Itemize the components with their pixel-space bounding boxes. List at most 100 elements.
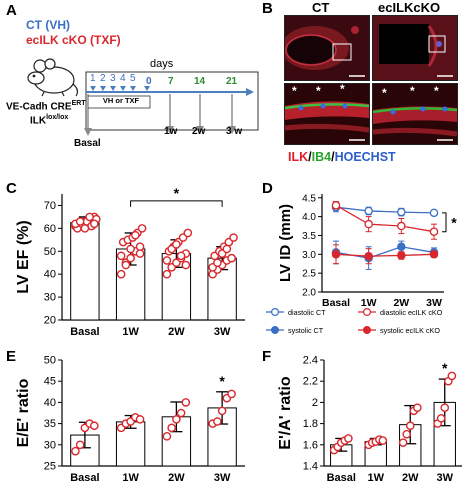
data-point: [126, 244, 135, 254]
x-tick-label-3W: 3W: [214, 326, 231, 338]
panel-letter-d: D: [262, 180, 273, 197]
chart-c-lv-ef: 20 30 40 50 60 70 LV EF (%) Basal 1W 2W 3W *: [15, 185, 245, 338]
stain-ib4-label: IB4: [311, 150, 332, 164]
y-tick-label: 1.6: [303, 439, 318, 451]
x-tick-label-3W: 3W: [214, 472, 231, 484]
y-tick-label: 60: [44, 223, 56, 235]
y-axis-label: E/E' ratio: [15, 378, 32, 447]
data-point: [181, 260, 191, 270]
chart-d-lv-id: 2.0 2.5 3.0 3.5 4.0 4.5 LV ID (mm) Basal 1W 2W 3W *…: [266, 193, 457, 335]
x-tick-label-2W: 2W: [393, 297, 409, 309]
series-line-3: [335, 253, 435, 257]
y-tick-label: 1.4: [303, 461, 318, 473]
data-point: [176, 251, 186, 261]
dose-day-5: 5: [130, 73, 136, 84]
x-tick-label-1W: 1W: [368, 472, 385, 484]
x-tick-label-Basal: Basal: [327, 472, 356, 484]
data-point: [227, 389, 236, 399]
panel-letter-e: E: [6, 348, 17, 365]
asterisk-ct-1: *: [292, 84, 297, 98]
legend-label-1: diastolic ecILK cKO: [380, 308, 443, 317]
y-tick-label: 3.0: [302, 250, 316, 261]
data-point: [75, 440, 85, 450]
stain-legend: ILK/IB4/HOECHST: [288, 150, 396, 164]
data-point: [85, 212, 94, 222]
legend-label-2: systolic CT: [288, 326, 324, 335]
dose-day-2: 2: [100, 73, 106, 84]
y-axis-label: LV EF (%): [15, 220, 32, 293]
ko-group-label: ecILK cKO (TXF): [26, 33, 121, 47]
ko-image-title: ecILKcKO: [378, 0, 441, 15]
x-tick-label-1W: 1W: [361, 297, 377, 309]
significance-bracket: [442, 212, 447, 233]
x-tick-label-2W: 2W: [168, 326, 185, 338]
data-point: [90, 219, 99, 229]
data-point: [176, 408, 186, 418]
significance-star: *: [219, 373, 225, 389]
significance-bracket: [130, 200, 223, 207]
genotype-cre-sup: ERT2: [71, 100, 90, 107]
ko-zoom-image: [372, 83, 458, 145]
y-tick-label: 20: [44, 315, 56, 327]
x-tick-label-3W: 3W: [437, 472, 454, 484]
asterisk-ct-2: *: [316, 84, 321, 98]
series-point: [397, 221, 406, 231]
x-tick-label-Basal: Basal: [70, 472, 99, 484]
late-day-21: 21: [226, 76, 238, 87]
asterisk-ct-3: *: [340, 82, 345, 96]
data-point: [402, 429, 411, 439]
stain-hoechst-label: HOECHST: [334, 150, 396, 164]
x-tick-label-1W: 1W: [122, 472, 139, 484]
x-tick-label-2W: 2W: [168, 472, 185, 484]
ko-overview-image: [372, 15, 458, 81]
series-point: [364, 251, 373, 261]
y-tick-label: 35: [44, 418, 56, 430]
panel-b-microscopy: CT ecILKcKO: [262, 0, 474, 178]
data-point: [137, 224, 147, 233]
late-day-7: 7: [168, 76, 174, 87]
data-point: [181, 398, 191, 407]
data-point: [436, 414, 446, 423]
data-point: [378, 436, 388, 445]
y-tick-label: 40: [44, 269, 56, 281]
mouse-genotype-line1: VE-Cadh CREERT2/: [6, 100, 92, 112]
x-tick-label-2W: 2W: [402, 472, 419, 484]
legend-marker: [271, 326, 280, 335]
chart-f-ea-ratio: 1.4 1.6 1.8 2 2.2 2.4 E'/A' ratio Basal 1W 2W 3W *: [277, 355, 462, 484]
series-point: [429, 208, 439, 218]
timepoint-2: 2w: [192, 126, 206, 137]
panel-a-design: CT (VH) ecILK cKO (TXF) VE-Cadh CREERT2/…: [0, 0, 262, 178]
series-point: [364, 219, 373, 229]
bar-Basal: [70, 222, 100, 321]
series-point: [331, 250, 341, 259]
panel-letter-f: F: [262, 348, 272, 365]
data-point: [121, 260, 131, 270]
genotype-cre-text: VE-Cadh CRE: [6, 101, 72, 113]
series-point: [397, 251, 406, 260]
legend-label-0: diastolic CT: [288, 308, 326, 317]
stain-ilk-label: ILK: [288, 150, 309, 164]
x-tick-label-Basal: Basal: [70, 326, 99, 338]
genotype-ilk-sup: lox/lox: [46, 114, 69, 121]
data-point: [213, 258, 222, 268]
data-point: [162, 256, 172, 265]
data-point: [116, 251, 126, 261]
data-point: [447, 371, 457, 381]
y-tick-label: 2.4: [303, 355, 318, 367]
panel-letter-b: B: [262, 0, 273, 17]
data-point: [183, 228, 193, 238]
y-tick-label: 3.5: [302, 231, 316, 242]
data-point: [222, 244, 232, 254]
data-point: [217, 406, 227, 416]
y-tick-label: 4.0: [302, 212, 316, 223]
panel-letter-a: A: [6, 2, 17, 19]
data-point: [172, 240, 181, 249]
mouse-genotype-line2: ILKlox/lox: [30, 114, 68, 126]
stain-slash-1: /: [308, 150, 312, 164]
significance-star: *: [174, 185, 180, 201]
legend-marker: [362, 326, 371, 335]
y-tick-label: 50: [44, 246, 56, 258]
y-tick-label: 30: [44, 292, 56, 304]
timepoint-1: 1w: [164, 126, 178, 137]
chart-e-ee-ratio: 25 30 35 40 45 50 E/E' ratio Basal 1W 2W 3W *: [15, 355, 245, 484]
